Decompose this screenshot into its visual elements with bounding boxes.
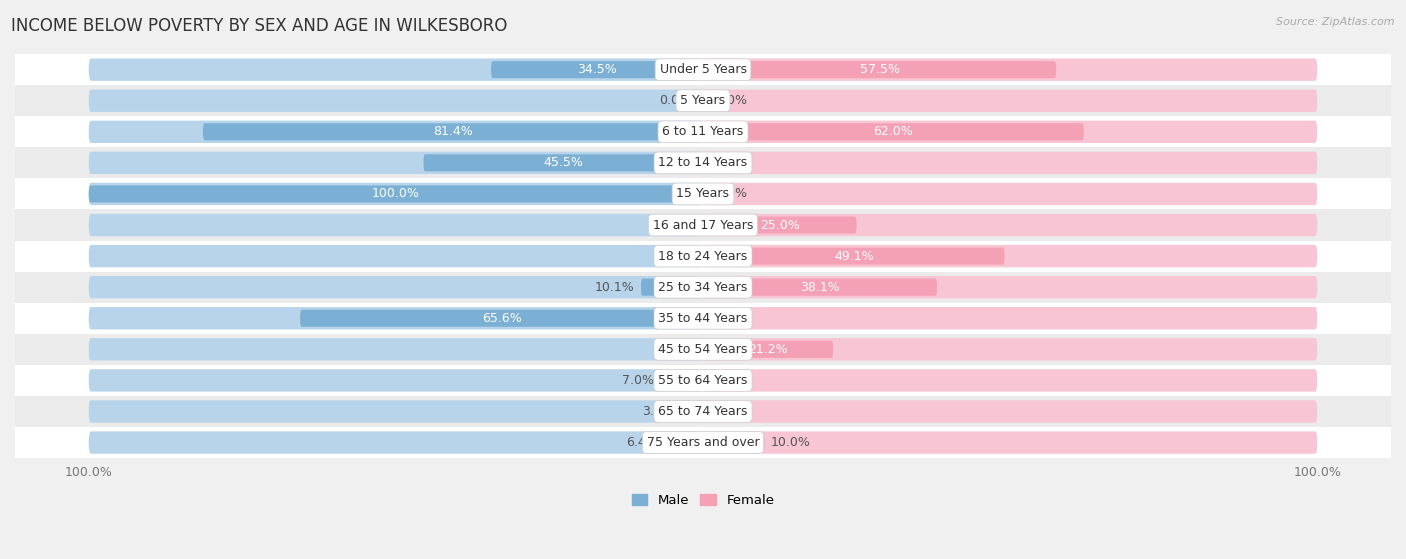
FancyBboxPatch shape — [703, 214, 1317, 236]
Bar — [15, 240, 1391, 272]
FancyBboxPatch shape — [89, 186, 703, 202]
FancyBboxPatch shape — [89, 276, 703, 299]
FancyBboxPatch shape — [89, 59, 703, 81]
FancyBboxPatch shape — [89, 400, 703, 423]
FancyBboxPatch shape — [664, 434, 703, 451]
FancyBboxPatch shape — [89, 121, 703, 143]
Text: 55 to 64 Years: 55 to 64 Years — [658, 374, 748, 387]
Text: 81.4%: 81.4% — [433, 125, 472, 138]
Text: 0.0%: 0.0% — [659, 343, 690, 356]
FancyBboxPatch shape — [89, 245, 703, 267]
FancyBboxPatch shape — [703, 276, 1317, 299]
FancyBboxPatch shape — [703, 307, 1317, 329]
FancyBboxPatch shape — [89, 369, 703, 392]
Bar — [15, 116, 1391, 148]
FancyBboxPatch shape — [703, 341, 834, 358]
Text: 3.8%: 3.8% — [641, 405, 673, 418]
Text: 38.1%: 38.1% — [800, 281, 839, 293]
Text: 10.0%: 10.0% — [770, 436, 810, 449]
FancyBboxPatch shape — [703, 248, 1005, 264]
FancyBboxPatch shape — [703, 278, 936, 296]
Text: 0.0%: 0.0% — [716, 312, 747, 325]
FancyBboxPatch shape — [703, 183, 1317, 205]
FancyBboxPatch shape — [703, 434, 765, 451]
FancyBboxPatch shape — [89, 89, 703, 112]
Text: 75 Years and over: 75 Years and over — [647, 436, 759, 449]
Text: 0.0%: 0.0% — [716, 405, 747, 418]
FancyBboxPatch shape — [679, 403, 703, 420]
Text: 0.0%: 0.0% — [716, 374, 747, 387]
FancyBboxPatch shape — [703, 369, 1317, 392]
Bar — [15, 396, 1391, 427]
Text: 62.0%: 62.0% — [873, 125, 914, 138]
FancyBboxPatch shape — [299, 310, 703, 327]
Bar — [15, 365, 1391, 396]
FancyBboxPatch shape — [89, 183, 703, 205]
Text: 6 to 11 Years: 6 to 11 Years — [662, 125, 744, 138]
Bar — [15, 85, 1391, 116]
Legend: Male, Female: Male, Female — [626, 489, 780, 512]
Bar — [15, 334, 1391, 365]
FancyBboxPatch shape — [703, 61, 1056, 78]
Text: 15 Years: 15 Years — [676, 187, 730, 201]
Bar — [15, 272, 1391, 303]
Text: 21.2%: 21.2% — [748, 343, 787, 356]
Text: 25 to 34 Years: 25 to 34 Years — [658, 281, 748, 293]
FancyBboxPatch shape — [89, 338, 703, 361]
Text: 45.5%: 45.5% — [543, 157, 583, 169]
Text: 18 to 24 Years: 18 to 24 Years — [658, 250, 748, 263]
FancyBboxPatch shape — [703, 338, 1317, 361]
FancyBboxPatch shape — [202, 124, 703, 140]
FancyBboxPatch shape — [703, 89, 1317, 112]
Text: 0.0%: 0.0% — [716, 94, 747, 107]
Text: 35 to 44 Years: 35 to 44 Years — [658, 312, 748, 325]
FancyBboxPatch shape — [703, 121, 1317, 143]
Text: 65 to 74 Years: 65 to 74 Years — [658, 405, 748, 418]
Text: 0.0%: 0.0% — [659, 250, 690, 263]
Text: 34.5%: 34.5% — [576, 63, 617, 76]
Bar — [15, 303, 1391, 334]
Text: 6.4%: 6.4% — [626, 436, 658, 449]
Bar — [15, 178, 1391, 210]
FancyBboxPatch shape — [89, 151, 703, 174]
Bar — [15, 54, 1391, 85]
Text: 45 to 54 Years: 45 to 54 Years — [658, 343, 748, 356]
Text: Source: ZipAtlas.com: Source: ZipAtlas.com — [1277, 17, 1395, 27]
FancyBboxPatch shape — [89, 214, 703, 236]
Bar — [15, 427, 1391, 458]
FancyBboxPatch shape — [423, 154, 703, 172]
FancyBboxPatch shape — [89, 432, 703, 454]
Text: Under 5 Years: Under 5 Years — [659, 63, 747, 76]
FancyBboxPatch shape — [89, 307, 703, 329]
Text: 49.1%: 49.1% — [834, 250, 873, 263]
FancyBboxPatch shape — [491, 61, 703, 78]
FancyBboxPatch shape — [703, 245, 1317, 267]
Text: 7.0%: 7.0% — [621, 374, 654, 387]
Text: 0.0%: 0.0% — [659, 94, 690, 107]
Text: 10.1%: 10.1% — [595, 281, 636, 293]
Text: 16 and 17 Years: 16 and 17 Years — [652, 219, 754, 231]
FancyBboxPatch shape — [659, 372, 703, 389]
FancyBboxPatch shape — [703, 124, 1084, 140]
Text: 0.0%: 0.0% — [716, 187, 747, 201]
Text: 57.5%: 57.5% — [859, 63, 900, 76]
Bar — [15, 210, 1391, 240]
FancyBboxPatch shape — [703, 400, 1317, 423]
Text: 5 Years: 5 Years — [681, 94, 725, 107]
FancyBboxPatch shape — [641, 278, 703, 296]
Text: 65.6%: 65.6% — [482, 312, 522, 325]
FancyBboxPatch shape — [703, 216, 856, 234]
FancyBboxPatch shape — [703, 432, 1317, 454]
Text: 12 to 14 Years: 12 to 14 Years — [658, 157, 748, 169]
Text: 0.0%: 0.0% — [659, 219, 690, 231]
Text: 100.0%: 100.0% — [373, 187, 420, 201]
Text: 25.0%: 25.0% — [759, 219, 800, 231]
FancyBboxPatch shape — [703, 151, 1317, 174]
FancyBboxPatch shape — [703, 59, 1317, 81]
Bar — [15, 148, 1391, 178]
Text: INCOME BELOW POVERTY BY SEX AND AGE IN WILKESBORO: INCOME BELOW POVERTY BY SEX AND AGE IN W… — [11, 17, 508, 35]
Text: 0.0%: 0.0% — [716, 157, 747, 169]
